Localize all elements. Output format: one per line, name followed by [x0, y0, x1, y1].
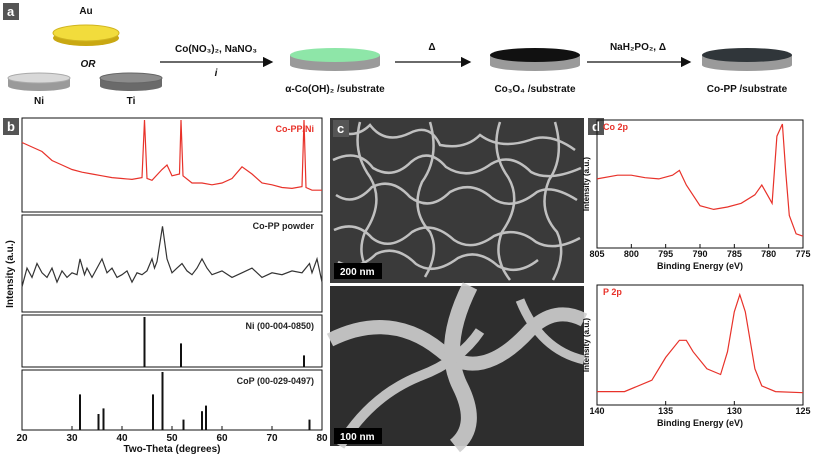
y-axis-label: Intensity (a.u.) [582, 157, 591, 212]
disc-bottom [290, 59, 380, 71]
plot-frame [21, 314, 323, 368]
x-tick-label: 130 [727, 406, 742, 416]
reagent: NaH₂PO₂, Δ [610, 42, 666, 53]
disc-bottom [490, 59, 580, 71]
plot-frame [596, 284, 804, 406]
panel-label-box [3, 3, 19, 20]
coating-disc [290, 48, 380, 62]
scale-bar-label: 100 nm [340, 432, 375, 443]
product: Co-PP /substrate [707, 84, 788, 95]
step-note: i [215, 68, 218, 79]
plot-frame [596, 119, 804, 249]
substrate-label: Ti [127, 96, 136, 107]
x-tick-label: 30 [66, 433, 78, 444]
x-tick-label: 790 [692, 249, 707, 259]
x-tick-label: 80 [316, 433, 328, 444]
plot-name: CoP (00-029-0497) [237, 376, 314, 386]
coating-disc [490, 48, 580, 62]
x-tick-label: 60 [216, 433, 228, 444]
plot-name: Co-PP/Ni [275, 124, 314, 134]
ti-disc [99, 72, 163, 84]
plot-name: P 2p [603, 287, 622, 297]
ni-disc [7, 72, 71, 84]
x-tick-label: 70 [266, 433, 278, 444]
panel-label-box [3, 118, 19, 135]
sem-images: c 200 nm 100 nm [326, 118, 588, 453]
plot-frame [21, 214, 323, 313]
y-axis-label: Intensity (a.u.) [5, 240, 16, 308]
reagent: Co(NO₃)₂, NaNO₃ [175, 44, 257, 55]
panel-label: a [7, 4, 15, 19]
plot-name: Co 2p [603, 122, 629, 132]
substrate-label: Au [79, 6, 92, 17]
product: Co₃O₄ /substrate [494, 84, 576, 95]
scale-bar-label: 200 nm [340, 267, 375, 278]
scale-bar-box [334, 263, 382, 279]
x-tick-label: 785 [727, 249, 742, 259]
au-disc [52, 24, 120, 42]
product: α-Co(OH)₂ /substrate [285, 84, 385, 95]
x-tick-label: 40 [116, 433, 128, 444]
plot-frame [21, 117, 323, 213]
x-axis-label: Binding Energy (eV) [657, 418, 743, 428]
data-line [21, 226, 323, 287]
panel-label-box [588, 118, 604, 135]
ni-disc-bottom [8, 81, 70, 91]
data-line [596, 123, 804, 237]
sem-texture [326, 282, 588, 453]
substrate-label: Ni [34, 96, 44, 107]
x-axis-label: Binding Energy (eV) [657, 261, 743, 271]
x-tick-label: 20 [16, 433, 28, 444]
panel-label: d [592, 119, 600, 134]
y-axis-label: Intensity (a.u.) [582, 318, 591, 373]
x-tick-label: 780 [761, 249, 776, 259]
x-tick-label: 50 [166, 433, 178, 444]
panel-label: c [337, 121, 344, 136]
sem-texture [332, 121, 582, 281]
x-tick-label: 795 [658, 249, 673, 259]
x-tick-label: 125 [795, 406, 810, 416]
x-tick-label: 140 [589, 406, 604, 416]
coating-disc [702, 48, 792, 62]
x-tick-label: 135 [658, 406, 673, 416]
ti-disc-bottom [100, 81, 162, 91]
reagent: Δ [428, 42, 435, 53]
scale-bar-box [334, 428, 382, 444]
data-line [21, 119, 322, 191]
panel-label-box [333, 120, 349, 137]
x-tick-label: 775 [795, 249, 810, 259]
plot-name: Co-PP powder [253, 221, 315, 231]
panel-label: b [7, 119, 15, 134]
data-line [597, 292, 804, 394]
plot-name: Ni (00-004-0850) [245, 321, 314, 331]
or-label: OR [81, 59, 97, 70]
x-axis-label: Two-Theta (degrees) [123, 444, 220, 454]
x-tick-label: 800 [624, 249, 639, 259]
x-tick-label: 805 [589, 249, 604, 259]
disc-bottom [702, 59, 792, 71]
